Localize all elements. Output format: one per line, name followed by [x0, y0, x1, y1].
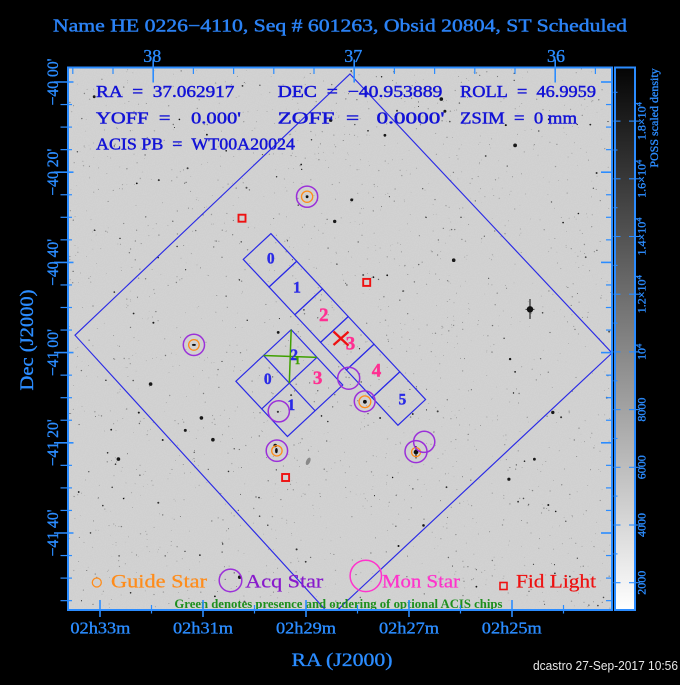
- svg-text:1.4×104: 1.4×104: [634, 217, 649, 256]
- svg-text:ZOFF = 0.0000': ZOFF = 0.0000': [278, 109, 445, 128]
- svg-text:1.8×104: 1.8×104: [634, 101, 649, 140]
- svg-text:0: 0: [267, 251, 275, 268]
- svg-text:Guide Star: Guide Star: [111, 572, 208, 593]
- svg-text:6000: 6000: [635, 455, 649, 479]
- svg-text:1.6×104: 1.6×104: [634, 159, 649, 198]
- svg-text:Fid Light: Fid Light: [516, 572, 597, 593]
- svg-text:Mon Star: Mon Star: [382, 572, 461, 593]
- svg-text:−40 40': −40 40': [45, 239, 62, 286]
- svg-text:RA = 37.062917: RA = 37.062917: [96, 82, 235, 101]
- svg-text:dcastro 27-Sep-2017 10:56: dcastro 27-Sep-2017 10:56: [533, 658, 678, 673]
- svg-text:2: 2: [319, 305, 329, 326]
- svg-text:−40 00': −40 00': [45, 58, 62, 105]
- svg-text:DEC = −40.953889: DEC = −40.953889: [278, 82, 443, 101]
- svg-text:Name HE 0226−4110, Seq # 60126: Name HE 0226−4110, Seq # 601263, Obsid 2…: [53, 16, 627, 36]
- svg-text:02h27m: 02h27m: [379, 619, 439, 638]
- svg-text:1.2×104: 1.2×104: [634, 274, 649, 313]
- svg-text:5: 5: [399, 392, 407, 409]
- svg-text:3: 3: [313, 368, 323, 389]
- svg-text:38: 38: [143, 46, 161, 66]
- svg-text:ROLL = 46.9959: ROLL = 46.9959: [460, 82, 596, 101]
- svg-text:−41 00': −41 00': [45, 329, 62, 376]
- svg-text:2000: 2000: [635, 571, 649, 595]
- svg-text:02h33m: 02h33m: [70, 619, 130, 638]
- svg-text:Green denotes presence and ord: Green denotes presence and ordering of o…: [174, 596, 502, 611]
- svg-text:1: 1: [295, 356, 300, 367]
- svg-text:8000: 8000: [635, 398, 649, 422]
- svg-text:Dec (J2000): Dec (J2000): [17, 290, 38, 391]
- svg-text:Acq Star: Acq Star: [245, 572, 324, 593]
- svg-text:36: 36: [547, 46, 565, 66]
- svg-text:37: 37: [344, 46, 362, 66]
- svg-text:POSS scaled density: POSS scaled density: [647, 68, 661, 167]
- svg-text:02h25m: 02h25m: [482, 619, 542, 638]
- svg-text:1: 1: [287, 397, 295, 414]
- svg-text:4000: 4000: [635, 513, 649, 537]
- svg-text:1: 1: [293, 279, 301, 296]
- svg-text:4: 4: [372, 361, 382, 382]
- svg-text:02h31m: 02h31m: [173, 619, 233, 638]
- svg-text:3: 3: [346, 333, 356, 354]
- svg-text:−41 20': −41 20': [45, 419, 62, 466]
- svg-text:−40 20': −40 20': [45, 149, 62, 196]
- svg-text:2: 2: [290, 347, 298, 364]
- svg-text:RA (J2000): RA (J2000): [292, 650, 393, 671]
- svg-text:ACIS PB = WT00A20024: ACIS PB = WT00A20024: [96, 135, 296, 154]
- svg-text:−41 40': −41 40': [45, 509, 62, 556]
- svg-text:0: 0: [264, 371, 272, 388]
- svg-text:ZSIM = 0 mm: ZSIM = 0 mm: [460, 109, 577, 128]
- svg-text:YOFF = 0.000': YOFF = 0.000': [96, 109, 241, 128]
- svg-text:02h29m: 02h29m: [276, 619, 336, 638]
